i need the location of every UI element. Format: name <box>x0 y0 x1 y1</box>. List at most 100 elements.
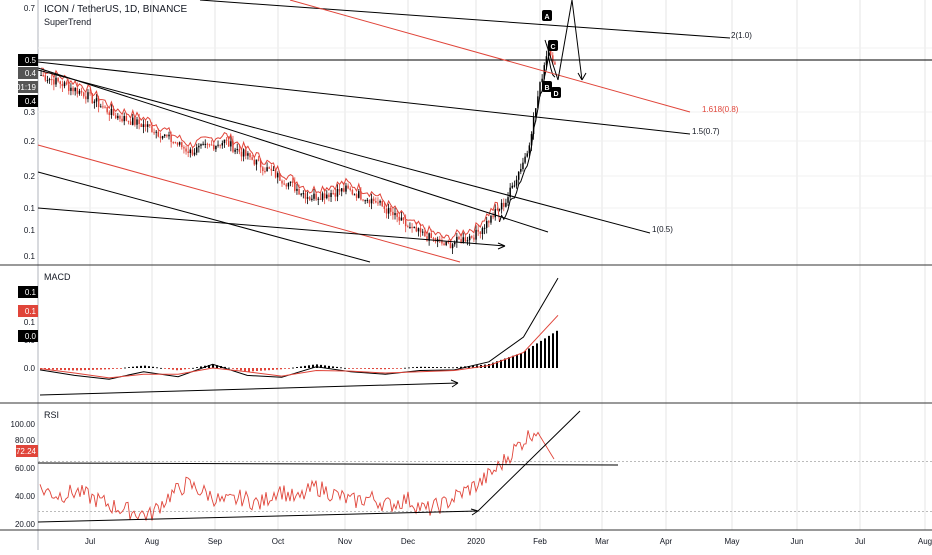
time-axis-label: 2020 <box>467 537 485 546</box>
candle-body <box>42 75 44 77</box>
macd-hist-bar <box>80 368 82 371</box>
candle-body <box>447 241 450 243</box>
macd-hist-bar <box>384 368 386 370</box>
candle-body <box>498 209 501 211</box>
price-badge-text: 0.5 <box>25 56 37 65</box>
price-tick-label: 0.1 <box>24 226 36 235</box>
macd-hist-bar <box>544 338 546 368</box>
macd-hist-bar <box>96 368 98 370</box>
macd-hist-bar <box>496 361 498 368</box>
candle-body <box>44 75 47 81</box>
macd-hist-bar <box>60 368 62 370</box>
rsi-trend-line <box>477 410 581 512</box>
candle-body <box>345 185 347 192</box>
candle-body <box>50 79 53 81</box>
candle-body <box>466 240 469 242</box>
macd-hist-bar <box>84 368 86 371</box>
price-tick-label: 0.1 <box>24 252 36 261</box>
candle-body <box>441 239 443 244</box>
macd-hist-bar <box>448 367 450 369</box>
candle-body <box>59 81 62 85</box>
candle-body <box>532 116 535 135</box>
candle-body <box>110 108 113 115</box>
candle-body <box>368 199 371 204</box>
candle-body <box>503 202 505 207</box>
candle-body <box>543 65 546 79</box>
candle-body <box>505 202 507 207</box>
macd-hist-bar <box>324 365 326 368</box>
macd-hist-bar <box>216 365 218 368</box>
candle-body <box>394 213 396 216</box>
macd-hist-bar <box>320 364 322 368</box>
macd-hist-bar <box>432 367 434 368</box>
candle-body <box>208 144 211 146</box>
time-axis-label: May <box>724 537 739 546</box>
macd-hist-bar <box>460 366 462 368</box>
macd-hist-bar <box>340 367 342 369</box>
macd-hist-bar <box>124 367 126 369</box>
macd-hist-bar <box>536 343 538 368</box>
macd-hist-bar <box>512 355 514 368</box>
candle-body <box>270 168 273 171</box>
candle-body <box>390 207 392 212</box>
candle-body <box>308 197 311 200</box>
candle-body <box>80 90 83 93</box>
candle-body <box>471 236 473 238</box>
candle-body <box>300 193 302 195</box>
candle-body <box>464 237 467 242</box>
candle-body <box>481 228 484 234</box>
candle-body <box>291 181 294 183</box>
candle-body <box>296 188 298 191</box>
price-badge-bg <box>18 81 38 93</box>
candle-body <box>210 144 213 146</box>
candle-body <box>40 75 42 77</box>
rsi-tick-label: 100.00 <box>11 420 36 429</box>
candle-body <box>138 119 140 125</box>
candle-body <box>490 215 492 223</box>
candle-body <box>112 108 115 116</box>
candle-body <box>515 179 518 186</box>
candle-body <box>68 84 70 91</box>
candle-body <box>236 148 238 150</box>
candle-body <box>488 220 490 223</box>
candle-body <box>127 120 130 122</box>
candle-body <box>70 87 72 91</box>
candle-body <box>375 201 377 203</box>
wave-label-text: A <box>544 14 549 21</box>
candle-body <box>468 236 471 241</box>
candle-body <box>492 215 494 218</box>
macd-hist-bar <box>256 368 258 372</box>
fib-channel-line <box>37 144 461 263</box>
price-badge-bg <box>18 95 38 107</box>
macd-hist-bar <box>332 366 334 368</box>
candle-body <box>439 239 441 241</box>
macd-hist-bar <box>116 368 118 369</box>
candle-body <box>321 193 324 200</box>
wave-label-a: A <box>542 10 552 21</box>
candle-body <box>552 55 554 63</box>
time-axis-label: Jul <box>855 537 865 546</box>
macd-hist-bar <box>556 330 558 368</box>
fib-label: 2(1.0) <box>731 31 752 40</box>
candle-body <box>93 101 96 104</box>
candle-body <box>528 145 531 154</box>
indicator-title: SuperTrend <box>44 17 92 27</box>
candle-body <box>419 228 422 233</box>
candle-body <box>496 209 499 211</box>
candle-body <box>328 194 330 198</box>
macd-hist-bar <box>268 368 270 371</box>
candle-body <box>343 188 345 192</box>
price-badge-text: 0.4 <box>25 97 37 106</box>
candle-body <box>456 236 458 243</box>
wave-label-bg <box>542 81 552 92</box>
candle-body <box>415 226 418 232</box>
candle-body <box>426 236 428 241</box>
candle-body <box>104 106 106 108</box>
macd-hist-bar <box>132 366 134 368</box>
candle-body <box>428 233 430 241</box>
candle-body <box>227 140 230 147</box>
macd-hist-bar <box>272 368 274 370</box>
candle-body <box>383 206 386 209</box>
fib-channel-line <box>289 0 691 113</box>
candle-body <box>46 80 49 82</box>
